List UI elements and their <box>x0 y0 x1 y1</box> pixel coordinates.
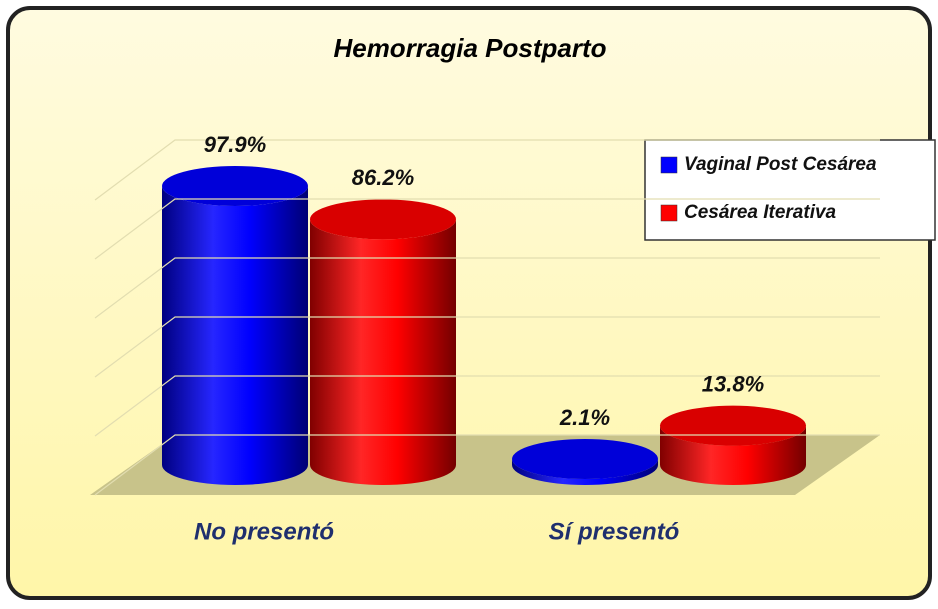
grid-line <box>94 434 880 496</box>
x-tick-label: Sí presentó <box>549 518 680 545</box>
value-label: 86.2% <box>352 165 414 190</box>
chart-title: Hemorragia Postparto <box>333 33 606 63</box>
value-label: 97.9% <box>204 132 266 157</box>
legend-label: Cesárea Iterativa <box>684 202 837 223</box>
value-label: 2.1% <box>559 405 610 430</box>
cylinder-top <box>162 165 308 206</box>
cylinder-top <box>512 439 658 480</box>
cylinder-top <box>310 199 456 240</box>
x-tick-label: No presentó <box>194 518 334 545</box>
cylinder-top <box>660 405 806 446</box>
bar <box>512 439 658 485</box>
bar <box>162 165 308 486</box>
legend-label: Vaginal Post Cesárea <box>684 154 877 175</box>
grid-line <box>94 257 880 319</box>
bar <box>660 405 806 485</box>
cylinder-body <box>660 425 806 485</box>
cylinder-body <box>512 459 658 485</box>
grid-line <box>94 375 880 437</box>
legend-marker <box>660 204 678 222</box>
frame <box>6 6 932 600</box>
cylinder-body <box>162 185 308 486</box>
legend <box>644 139 936 241</box>
cylinder-body <box>310 219 456 485</box>
grid-line <box>94 198 880 260</box>
grid-line <box>94 139 880 201</box>
bar <box>310 199 456 485</box>
value-label: 13.8% <box>702 371 764 396</box>
legend-marker <box>660 156 678 174</box>
grid-line <box>94 316 880 378</box>
plot <box>162 165 806 486</box>
